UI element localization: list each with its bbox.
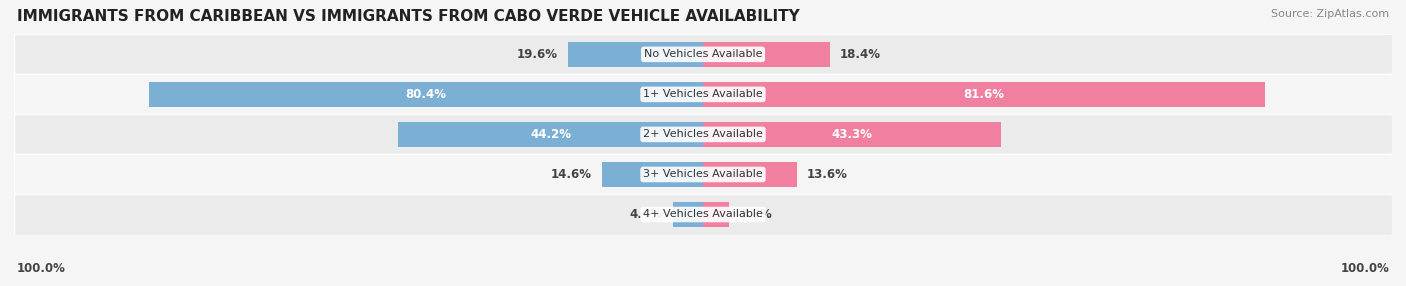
Bar (602, 162, 703, 187)
FancyBboxPatch shape (14, 194, 1392, 235)
Text: 43.3%: 43.3% (832, 128, 873, 141)
Bar (703, 82, 1265, 107)
FancyBboxPatch shape (14, 154, 1392, 194)
Bar (703, 42, 830, 67)
Text: Source: ZipAtlas.com: Source: ZipAtlas.com (1271, 9, 1389, 19)
Text: 44.2%: 44.2% (530, 128, 571, 141)
FancyBboxPatch shape (14, 114, 1392, 154)
Text: 3.8%: 3.8% (740, 208, 772, 221)
Bar (398, 122, 703, 147)
Text: 2+ Vehicles Available: 2+ Vehicles Available (643, 130, 763, 139)
Bar (703, 202, 730, 227)
Text: 19.6%: 19.6% (516, 48, 558, 61)
FancyBboxPatch shape (14, 74, 1392, 114)
Bar (703, 162, 797, 187)
Text: 4.4%: 4.4% (630, 208, 662, 221)
Bar (568, 42, 703, 67)
Text: 100.0%: 100.0% (17, 262, 66, 275)
Text: 100.0%: 100.0% (1340, 262, 1389, 275)
Text: 1+ Vehicles Available: 1+ Vehicles Available (643, 90, 763, 99)
Bar (149, 82, 703, 107)
Text: 3+ Vehicles Available: 3+ Vehicles Available (643, 170, 763, 179)
Text: 4+ Vehicles Available: 4+ Vehicles Available (643, 210, 763, 219)
Text: 14.6%: 14.6% (551, 168, 592, 181)
Text: IMMIGRANTS FROM CARIBBEAN VS IMMIGRANTS FROM CABO VERDE VEHICLE AVAILABILITY: IMMIGRANTS FROM CARIBBEAN VS IMMIGRANTS … (17, 9, 800, 23)
Text: No Vehicles Available: No Vehicles Available (644, 49, 762, 59)
FancyBboxPatch shape (14, 34, 1392, 74)
Bar (703, 122, 1001, 147)
Text: 81.6%: 81.6% (963, 88, 1005, 101)
Text: 80.4%: 80.4% (405, 88, 447, 101)
Text: 13.6%: 13.6% (807, 168, 848, 181)
Text: 18.4%: 18.4% (841, 48, 882, 61)
Bar (672, 202, 703, 227)
